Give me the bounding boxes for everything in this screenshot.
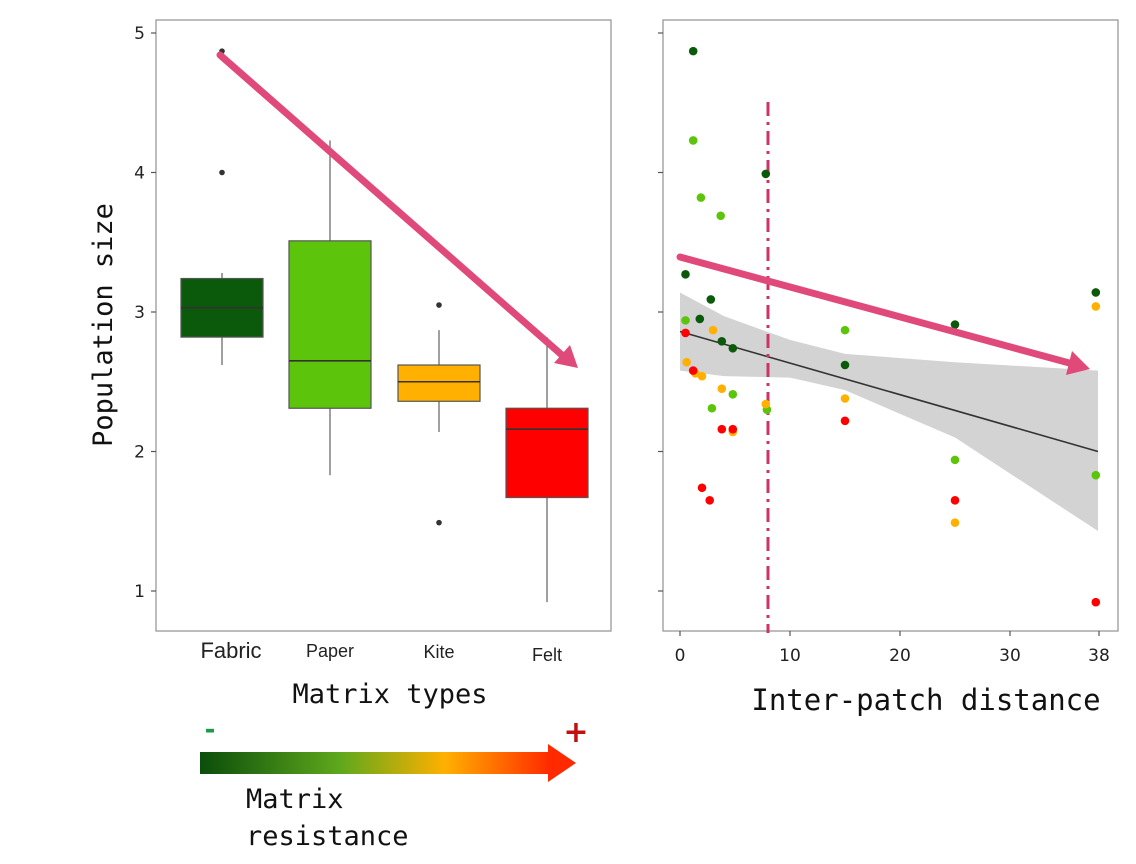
point-fabric — [840, 360, 850, 370]
trend-arrow-right — [676, 253, 1090, 375]
boxplot-category-labels: Fabric Paper Kite Felt — [200, 638, 562, 665]
legend-arrow-head — [548, 744, 576, 782]
point-felt — [717, 424, 727, 434]
point-fabric — [688, 46, 698, 56]
point-felt — [705, 496, 714, 505]
point-felt — [950, 496, 960, 505]
point-kite — [717, 384, 727, 394]
point-fabric — [717, 336, 727, 346]
point-fabric — [695, 314, 705, 324]
point-paper — [688, 136, 698, 145]
point-fabric — [728, 343, 738, 353]
legend-minus-sign: - — [205, 715, 216, 745]
regression-line — [679, 330, 1099, 453]
y-tick-label: 4 — [134, 164, 145, 184]
point-paper — [716, 211, 725, 221]
category-label-kite: Kite — [423, 642, 454, 662]
boxplot-y-ticks: 1 2 3 4 5 — [134, 24, 156, 602]
x-axis-label-matrix: Matrix types — [292, 679, 487, 710]
x-axis-label-distance: Inter-patch distance — [751, 683, 1100, 717]
trend-arrow-left — [216, 51, 578, 368]
point-fabric — [1091, 288, 1101, 297]
y-tick-label: 2 — [134, 443, 145, 463]
point-kite — [840, 394, 850, 403]
x-tick-label: 30 — [999, 646, 1021, 666]
boxplot-series — [180, 48, 589, 603]
y-tick-label: 1 — [134, 582, 145, 602]
legend-plus-sign: + — [563, 715, 588, 750]
box-kite — [397, 364, 481, 402]
point-fabric — [681, 270, 690, 279]
category-label-fabric: Fabric — [200, 638, 261, 663]
scatter-y-ticks — [658, 32, 663, 592]
point-paper — [840, 325, 850, 335]
x-tick-label: 38 — [1088, 646, 1110, 666]
box-outlier — [436, 519, 442, 526]
matrix-resistance-legend: - + Matrix resistance — [200, 715, 589, 852]
category-label-felt: Felt — [532, 645, 562, 665]
point-fabric — [761, 169, 771, 179]
box-felt — [505, 407, 589, 499]
point-kite — [682, 357, 691, 367]
box-outlier — [219, 169, 225, 176]
y-axis-label: Population size — [88, 203, 119, 447]
scatter-x-ticks: 0 10 20 30 38 — [675, 631, 1110, 666]
y-tick-label: 5 — [134, 24, 145, 44]
legend-label-line1: Matrix — [246, 784, 344, 815]
point-paper — [1091, 470, 1101, 480]
point-fabric — [706, 295, 716, 304]
point-felt — [840, 416, 850, 426]
regression-line-path — [679, 330, 1099, 453]
point-kite — [697, 371, 707, 381]
point-felt — [681, 328, 690, 338]
x-tick-label: 20 — [889, 646, 911, 666]
point-kite — [761, 399, 771, 409]
legend-gradient-bar — [200, 752, 550, 774]
box-outlier — [436, 302, 442, 308]
point-felt — [697, 483, 707, 493]
point-paper — [707, 403, 717, 413]
point-paper — [950, 455, 960, 465]
y-tick-label: 3 — [134, 303, 145, 323]
confidence-band — [680, 292, 1098, 532]
point-kite — [708, 325, 718, 335]
confidence-band-area — [680, 292, 1098, 532]
point-kite — [950, 518, 960, 527]
point-felt — [688, 366, 698, 375]
point-felt — [728, 424, 738, 434]
point-kite — [1091, 302, 1101, 311]
x-tick-label: 0 — [675, 646, 686, 666]
category-label-paper: Paper — [306, 641, 354, 661]
x-tick-label: 10 — [779, 646, 801, 666]
point-fabric — [950, 320, 960, 329]
point-paper — [728, 390, 738, 399]
point-paper — [681, 316, 690, 325]
point-paper — [696, 193, 706, 202]
point-felt — [1091, 597, 1101, 607]
legend-label-line2: resistance — [246, 821, 409, 852]
scatter-points — [681, 46, 1101, 607]
box-paper — [288, 240, 372, 409]
